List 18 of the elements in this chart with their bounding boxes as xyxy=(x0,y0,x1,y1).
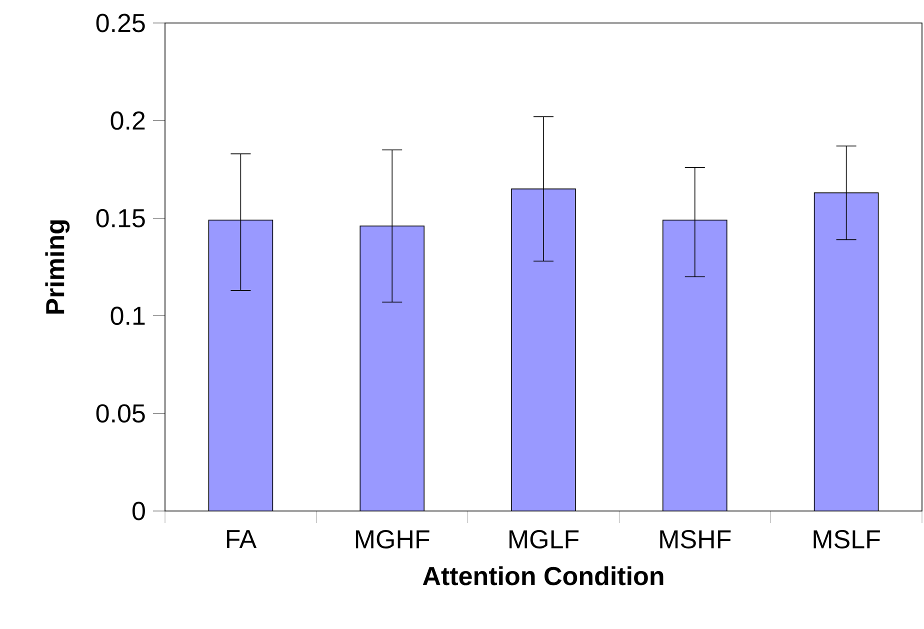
y-tick-label: 0.25 xyxy=(96,14,145,32)
x-tick-label: FA xyxy=(226,530,257,548)
x-tick-label: MSLF xyxy=(814,530,880,548)
y-tick-label: 0.2 xyxy=(110,111,145,130)
bar xyxy=(360,226,425,512)
y-axis-title: Priming xyxy=(45,220,70,314)
x-tick-label: MGLF xyxy=(510,530,579,548)
bar xyxy=(662,220,728,512)
y-tick-label: 0.15 xyxy=(96,208,145,228)
bar xyxy=(814,192,879,512)
y-tick-label: 0.05 xyxy=(96,404,145,423)
y-tick-label: 0.1 xyxy=(110,306,145,326)
x-tick-label: MSHF xyxy=(660,530,731,548)
bar xyxy=(208,220,274,512)
y-tick-label: 0 xyxy=(132,502,145,520)
x-axis-title: Attention Condition xyxy=(422,566,664,586)
bar xyxy=(511,188,576,512)
x-tick-label: MGHF xyxy=(356,530,430,548)
